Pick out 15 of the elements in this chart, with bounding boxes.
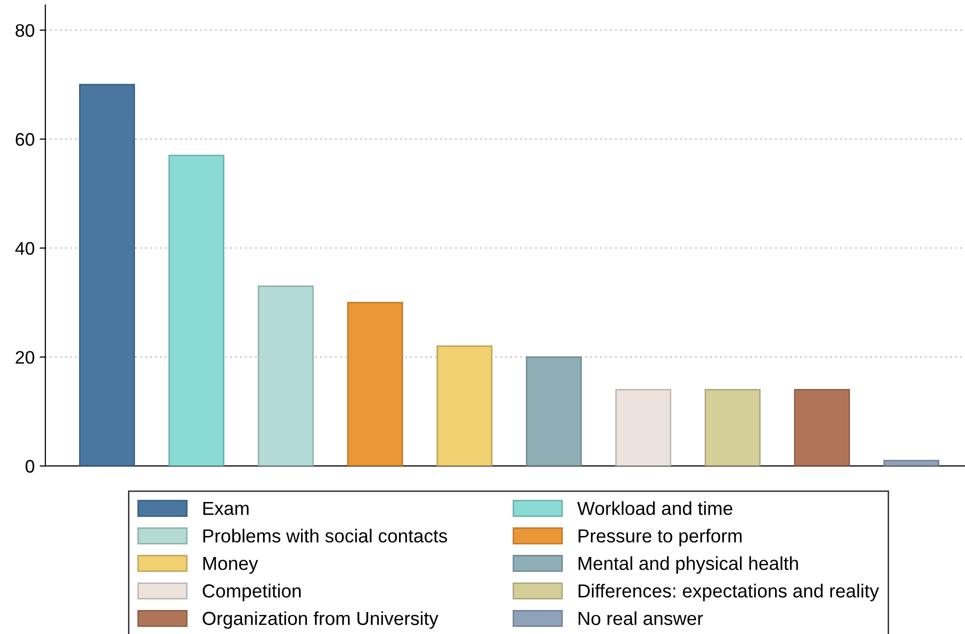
legend-label: Problems with social contacts: [203, 528, 448, 543]
legend-label: Money: [203, 556, 258, 574]
y-tick-label: 20: [16, 350, 34, 364]
y-tick-label: 0: [26, 460, 34, 473]
y-tick-label: 80: [16, 24, 34, 37]
legend-label: Workload and time: [577, 501, 732, 516]
y-tick-label: 40: [15, 242, 34, 255]
legend-label: Competition: [202, 584, 301, 602]
legend-label: Differences: expectations and reality: [578, 584, 880, 602]
legend-label: Exam: [203, 502, 249, 516]
legend-label: No real answer: [578, 611, 703, 626]
legend-label: Pressure to perform: [578, 528, 742, 546]
legend-label: Organization from University: [202, 611, 438, 629]
y-tick-label: 60: [16, 133, 34, 146]
legend-label: Mental and physical health: [578, 556, 798, 574]
